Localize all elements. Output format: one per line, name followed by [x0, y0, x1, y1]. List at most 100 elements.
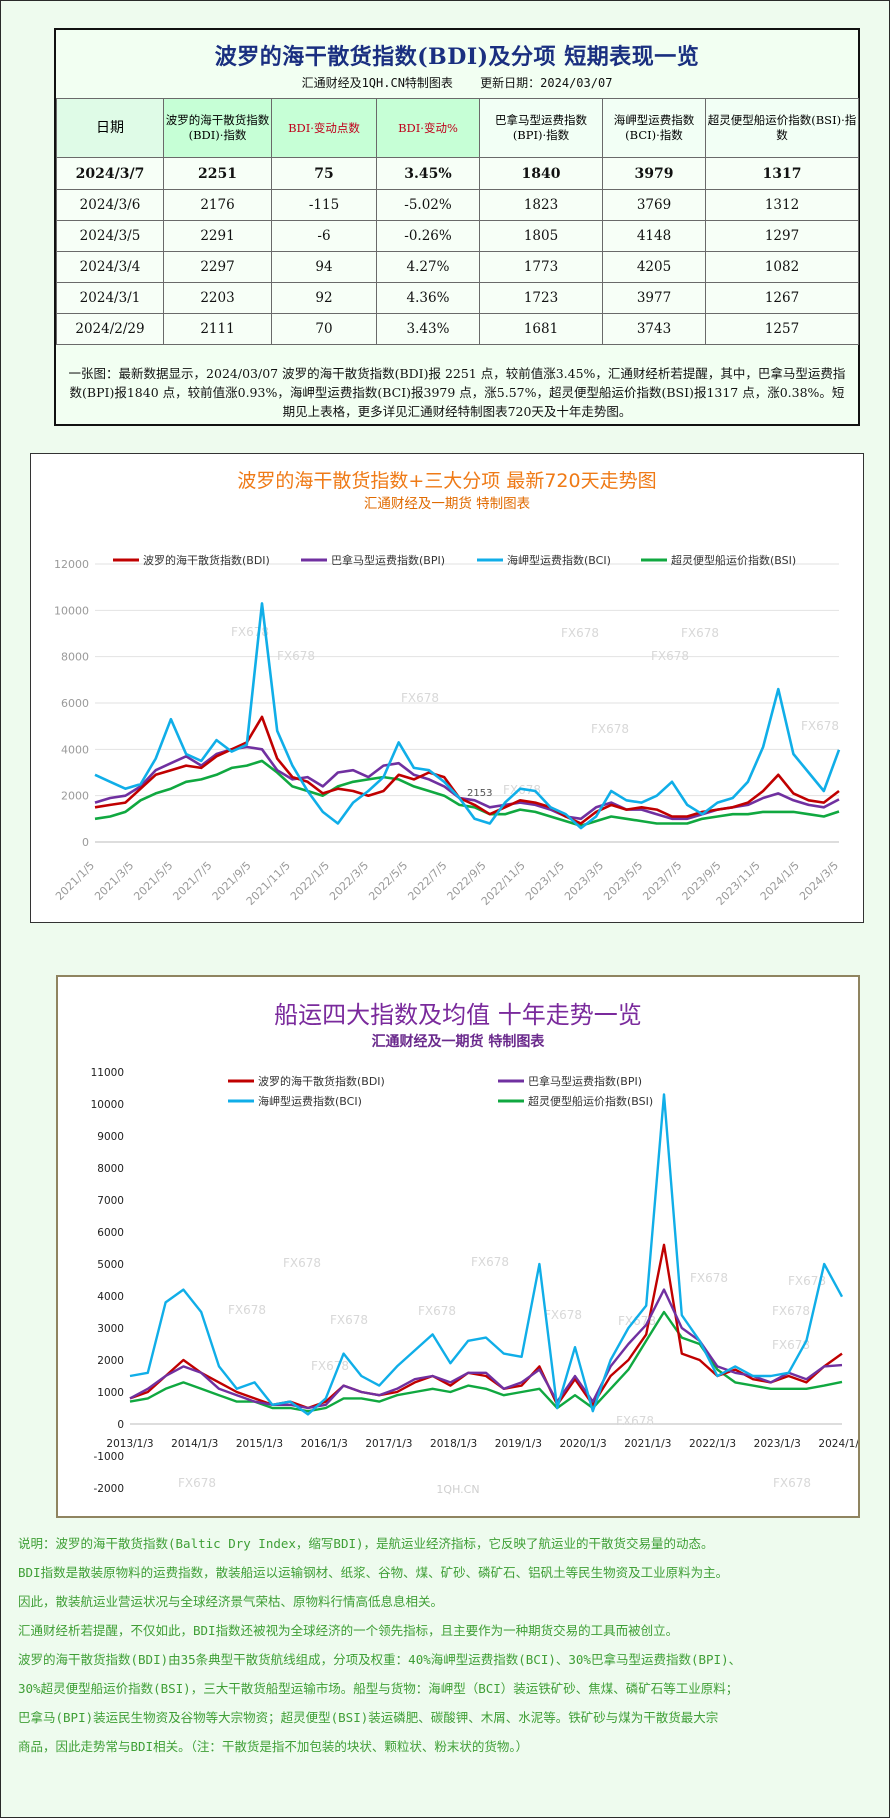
table-row: 2024/3/4 2297 94 4.27% 1773 4205 1082 — [56, 251, 859, 283]
legend-label-bsi: 超灵便型船运价指数(BSI) — [671, 553, 796, 567]
summary-update-date: 更新日期：2024/03/07 — [480, 76, 613, 90]
cell-change-pct: 4.27% — [376, 251, 480, 283]
notes-section: 说明：波罗的海干散货指数(Baltic Dry Index，缩写BDI)，是航运… — [18, 1529, 882, 1761]
table-row: 2024/3/5 2291 -6 -0.26% 1805 4148 1297 — [56, 220, 859, 252]
series-line-bci — [129, 1093, 844, 1416]
header-bsi: 超灵便型船运价指数(BSI)·指数 — [705, 98, 859, 158]
cell-change-points: 92 — [271, 282, 377, 314]
y-tick-label: 1000 — [97, 1387, 124, 1399]
y-tick-label: 2000 — [61, 790, 89, 803]
cell-change-pct: 3.43% — [376, 313, 480, 345]
x-tick-label: 2022/7/5 — [405, 859, 449, 903]
chart-720-day: 波罗的海干散货指数+三大分项 最新720天走势图 汇通财经及一期货 特制图表 0… — [30, 453, 864, 923]
y-tick-label: 11000 — [91, 1067, 124, 1079]
y-tick-label: 6000 — [97, 1227, 124, 1239]
watermark: FX678 — [228, 1303, 266, 1317]
table-header-row: 日期 波罗的海干散货指数(BDI)·指数 BDI·变动点数 BDI·变动% 巴拿… — [56, 98, 859, 158]
chart2-title: 船运四大指数及均值 十年走势一览 — [274, 1001, 642, 1029]
watermark: FX678 — [651, 649, 689, 663]
y-tick-label: 8000 — [97, 1163, 124, 1175]
cell-change-pct: -5.02% — [376, 189, 480, 221]
x-tick-label: 2015/1/3 — [236, 1438, 283, 1450]
legend-label-bci: 海岬型运费指数(BCI) — [507, 553, 611, 567]
x-tick-label: 2013/1/3 — [106, 1438, 153, 1450]
cell-bsi: 1317 — [705, 157, 859, 190]
y-tick-label: 3000 — [97, 1323, 124, 1335]
x-tick-label: 2022/1/3 — [689, 1438, 736, 1450]
x-tick-label: 2022/1/5 — [288, 859, 332, 903]
header-change-points: BDI·变动点数 — [271, 98, 377, 158]
legend-label-bci: 海岬型运费指数(BCI) — [258, 1094, 362, 1108]
watermark: FX678 — [471, 1255, 509, 1269]
watermark: FX678 — [681, 626, 719, 640]
x-tick-label: 2023/1/3 — [754, 1438, 801, 1450]
y-tick-label: 6000 — [61, 697, 89, 710]
y-tick-label: 10000 — [54, 604, 89, 617]
cell-bdi: 2291 — [163, 220, 272, 252]
cell-change-points: -6 — [271, 220, 377, 252]
y-tick-label: -1000 — [93, 1451, 124, 1463]
cell-date: 2024/3/5 — [56, 220, 164, 252]
y-tick-label: 4000 — [97, 1291, 124, 1303]
watermark: FX678 — [772, 1338, 810, 1352]
cell-change-pct: -0.26% — [376, 220, 480, 252]
watermark: FX678 — [311, 1359, 349, 1373]
note-line: 汇通财经析若提醒，不仅如此，BDI指数还被视为全球经济的一个领先指标，且主要作为… — [18, 1623, 679, 1638]
x-tick-label: 2023/7/5 — [640, 859, 684, 903]
cell-bci: 4205 — [602, 251, 706, 283]
cell-bpi: 1723 — [479, 282, 603, 314]
legend-label-bpi: 巴拿马型运费指数(BPI) — [528, 1074, 642, 1088]
watermark: FX678 — [616, 1414, 654, 1428]
x-tick-label: 2020/1/3 — [560, 1438, 607, 1450]
x-tick-label: 2023/1/5 — [523, 859, 567, 903]
cell-date: 2024/3/4 — [56, 251, 164, 283]
summary-maker: 汇通财经及1QH.CN特制图表 — [301, 76, 453, 90]
x-tick-label: 2021/7/5 — [170, 859, 214, 903]
table-row: 2024/3/6 2176 -115 -5.02% 1823 3769 1312 — [56, 189, 859, 221]
note-line: 说明：波罗的海干散货指数(Baltic Dry Index，缩写BDI)，是航运… — [18, 1536, 714, 1551]
y-tick-label: -2000 — [93, 1483, 124, 1495]
note-line: 商品，因此走势常与BDI相关。（注：干散货是指不加包装的块状、颗粒状、粉末状的货… — [18, 1739, 529, 1754]
footer-watermark: 1QH.CN — [436, 1483, 479, 1496]
header-bci: 海岬型运费指数(BCI)·指数 — [602, 98, 706, 158]
x-tick-label: 2023/5/5 — [601, 859, 645, 903]
header-date: 日期 — [56, 98, 164, 158]
watermark: FX678 — [690, 1271, 728, 1285]
y-tick-label: 10000 — [91, 1099, 124, 1111]
summary-table: 日期 波罗的海干散货指数(BDI)·指数 BDI·变动点数 BDI·变动% 巴拿… — [56, 98, 859, 345]
note-line: BDI指数是散装原物料的运费指数，散装船运以运输钢材、纸浆、谷物、煤、矿砂、磷矿… — [18, 1565, 729, 1580]
note-line: 因此，散装航运业营运状况与全球经济景气荣枯、原物料行情高低息息相关。 — [18, 1594, 444, 1609]
watermark: FX678 — [330, 1313, 368, 1327]
y-tick-label: 9000 — [97, 1131, 124, 1143]
legend-label-bpi: 巴拿马型运费指数(BPI) — [331, 553, 445, 567]
table-row: 2024/2/29 2111 70 3.43% 1681 3743 1257 — [56, 313, 859, 345]
cell-change-pct: 4.36% — [376, 282, 480, 314]
y-tick-label: 8000 — [61, 651, 89, 664]
y-tick-label: 4000 — [61, 743, 89, 756]
watermark: FX678 — [772, 1304, 810, 1318]
summary-title: 波罗的海干散货指数(BDI)及分项 短期表现一览 — [214, 44, 700, 70]
series-line-bpi — [129, 1288, 843, 1410]
cell-change-points: 70 — [271, 313, 377, 345]
chart-ten-year: 船运四大指数及均值 十年走势一览 汇通财经及一期货 特制图表 -2000 -100… — [56, 975, 860, 1518]
y-tick-label: 0 — [117, 1419, 124, 1431]
x-tick-label: 2024/1/5 — [758, 859, 802, 903]
x-tick-label: 2022/3/5 — [327, 859, 371, 903]
x-tick-label: 2024/3/5 — [797, 859, 841, 903]
series-line-bci — [94, 602, 841, 830]
watermark: FX678 — [283, 1256, 321, 1270]
cell-bpi: 1681 — [479, 313, 603, 345]
watermark: FX678 — [544, 1308, 582, 1322]
annotation-label: 2153 — [467, 788, 492, 799]
header-bpi: 巴拿马型运费指数(BPI)·指数 — [479, 98, 603, 158]
chart2-plot: -2000 -1000 0 1000 2000 3000 4000 5000 6000 7000 8… — [91, 1067, 858, 1496]
watermark: FX678 — [401, 691, 439, 705]
watermark: FX678 — [231, 625, 269, 639]
chart1-subtitle: 汇通财经及一期货 特制图表 — [363, 496, 531, 512]
header-change-pct: BDI·变动% — [376, 98, 480, 158]
x-tick-label: 2014/1/3 — [171, 1438, 218, 1450]
x-tick-label: 2023/3/5 — [562, 859, 606, 903]
x-tick-label: 2021/3/5 — [92, 859, 136, 903]
legend-label-bsi: 超灵便型船运价指数(BSI) — [528, 1094, 653, 1108]
legend-label-bdi: 波罗的海干散货指数(BDI) — [258, 1074, 385, 1088]
